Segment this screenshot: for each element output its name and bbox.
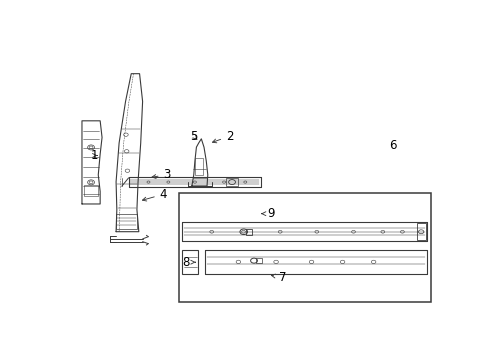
- Text: 2: 2: [212, 130, 233, 143]
- Text: 9: 9: [261, 207, 275, 220]
- Bar: [182, 250, 197, 274]
- Text: 7: 7: [271, 271, 286, 284]
- Bar: [178, 193, 430, 302]
- Bar: [245, 229, 252, 234]
- Text: 3: 3: [152, 168, 171, 181]
- Bar: [84, 185, 98, 196]
- Bar: [116, 214, 137, 229]
- Bar: [416, 224, 426, 240]
- Text: 1: 1: [91, 149, 98, 162]
- Bar: [256, 258, 262, 263]
- Text: 6: 6: [388, 139, 396, 152]
- Text: 4: 4: [142, 188, 167, 201]
- Text: 5: 5: [190, 130, 197, 143]
- Bar: [195, 158, 203, 175]
- Text: 8: 8: [182, 256, 195, 269]
- Bar: [226, 178, 237, 186]
